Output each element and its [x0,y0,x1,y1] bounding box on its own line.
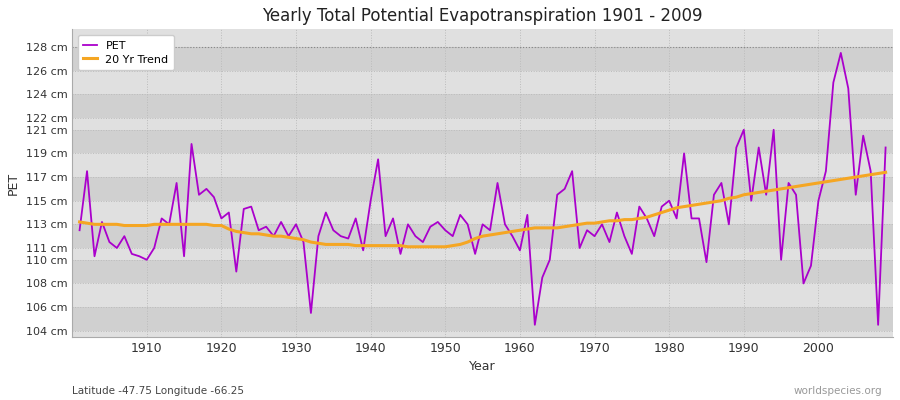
Line: PET: PET [79,53,886,325]
Bar [72,29,893,47]
PET [529,322,540,327]
Bar [72,71,893,94]
Bar [72,177,893,201]
20 Yr Trend [522,227,533,232]
20 Yr Trend [515,228,526,233]
Legend: PET, 20 Yr Trend: PET, 20 Yr Trend [77,35,174,70]
Bar [72,284,893,307]
20 Yr Trend [880,170,891,175]
PET [74,228,85,233]
PET [343,236,354,241]
Bar [72,130,893,154]
Bar [72,331,893,337]
PET [134,254,145,259]
Bar [72,118,893,130]
X-axis label: Year: Year [469,360,496,373]
20 Yr Trend [402,244,413,249]
Bar [72,307,893,331]
Bar [72,224,893,248]
Text: worldspecies.org: worldspecies.org [794,386,882,396]
PET [298,240,309,244]
PET [880,145,891,150]
20 Yr Trend [343,242,354,247]
20 Yr Trend [134,223,145,228]
PET [611,210,622,215]
Text: Latitude -47.75 Longitude -66.25: Latitude -47.75 Longitude -66.25 [72,386,244,396]
Line: 20 Yr Trend: 20 Yr Trend [79,172,886,247]
20 Yr Trend [611,218,622,223]
20 Yr Trend [298,237,309,242]
Bar [72,94,893,118]
PET [515,248,526,253]
20 Yr Trend [74,220,85,224]
PET [835,50,846,55]
Title: Yearly Total Potential Evapotranspiration 1901 - 2009: Yearly Total Potential Evapotranspiratio… [262,7,703,25]
Bar [72,260,893,284]
Y-axis label: PET: PET [7,171,20,194]
Bar [72,248,893,260]
Bar [72,47,893,71]
PET [507,234,517,238]
Bar [72,154,893,177]
Bar [72,201,893,224]
